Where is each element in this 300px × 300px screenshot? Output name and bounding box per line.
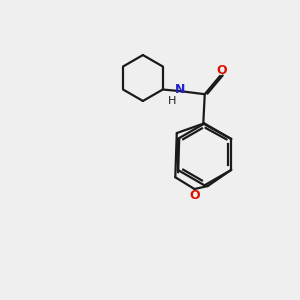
Text: O: O	[189, 189, 200, 202]
Text: O: O	[216, 64, 227, 77]
Text: H: H	[168, 96, 176, 106]
Text: N: N	[175, 83, 185, 96]
